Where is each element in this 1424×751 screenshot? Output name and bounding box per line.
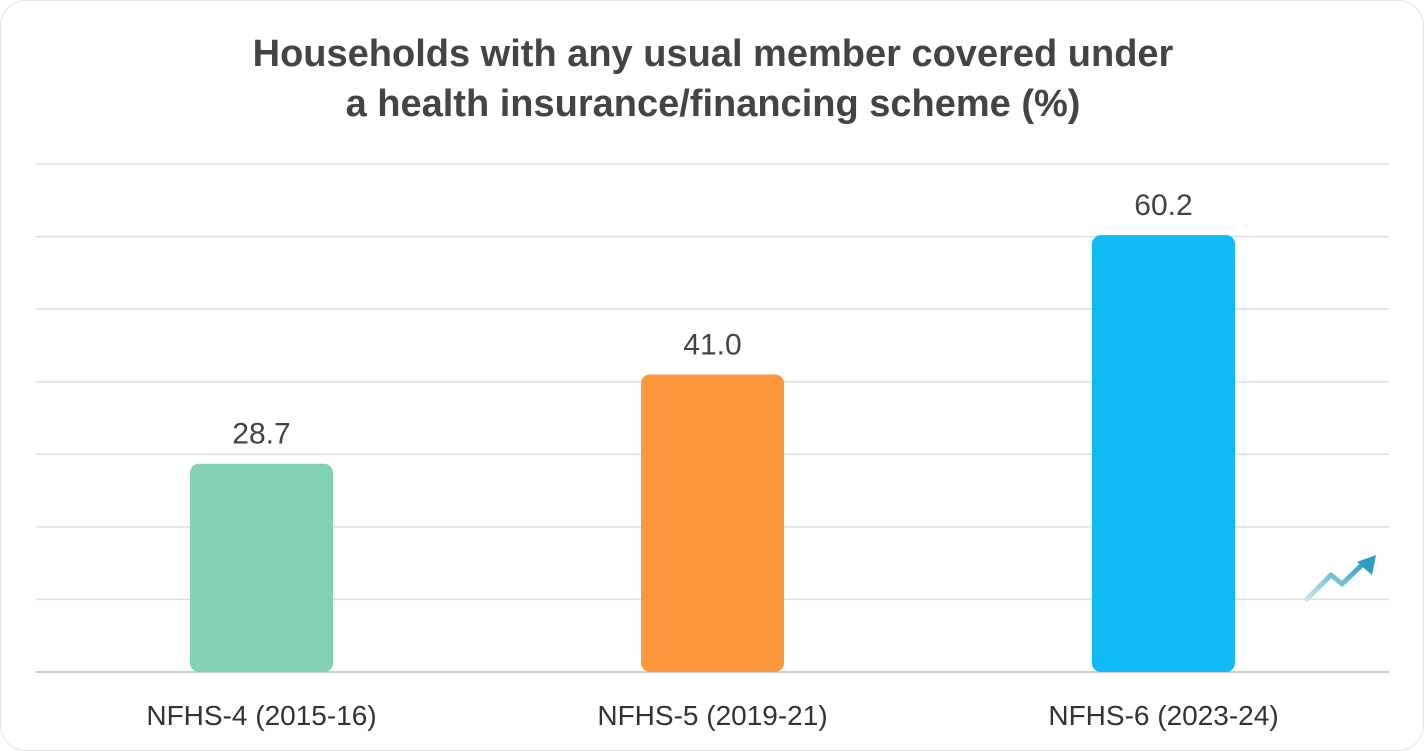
bar xyxy=(190,463,333,672)
category-tick-label: NFHS-6 (2023-24) xyxy=(1048,700,1278,731)
category-tick-label: NFHS-5 (2019-21) xyxy=(597,700,827,731)
trend-up-arrow-icon xyxy=(1304,555,1376,602)
data-label: 41.0 xyxy=(683,328,741,361)
category-labels: NFHS-4 (2015-16) NFHS-5 (2019-21) NFHS-6 (… xyxy=(146,700,1278,731)
data-label: 60.2 xyxy=(1134,189,1192,222)
data-label: 28.7 xyxy=(232,418,290,451)
chart-title: Households with any usual member covered… xyxy=(252,33,1174,125)
bar xyxy=(1092,235,1235,672)
bars xyxy=(190,235,1235,672)
category-tick-label: NFHS-4 (2015-16) xyxy=(146,700,376,731)
bar xyxy=(641,374,784,672)
value-labels: 28.7 41.0 60.2 xyxy=(232,189,1192,451)
